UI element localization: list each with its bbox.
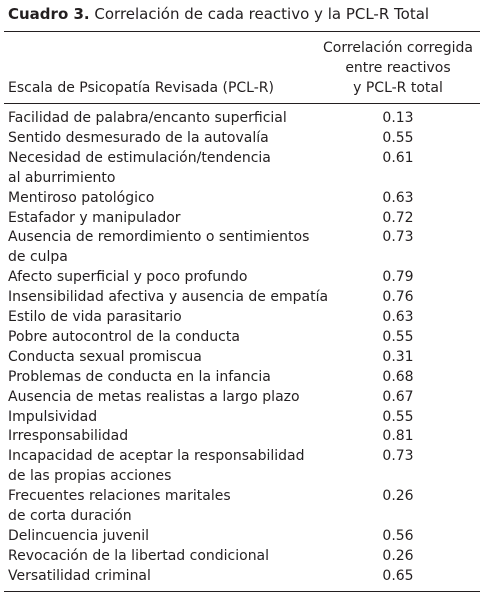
correlation-value: 0.13 [382,110,414,126]
correlation-value: 0.73 [382,229,414,246]
row-label: de culpa [8,249,68,266]
row-label: Impulsividad [8,408,98,425]
row-label: Necesidad de estimulación/tendencia [8,149,271,166]
correlation-value: 0.68 [382,368,414,385]
row-label: Afecto superficial y poco profundo [8,269,248,286]
correlation-value: 0.81 [382,428,414,445]
correlation-value: 0.31 [382,348,414,365]
correlation-value: 0.26 [382,488,414,505]
row-label: Pobre autocontrol de la conducta [8,328,240,345]
header-rule [4,103,480,104]
correlation-value: 0.55 [382,328,414,345]
row-label: Insensibilidad afectiva y ausencia de em… [8,289,329,306]
correlation-value: 0.67 [382,388,414,405]
row-label: Ausencia de metas realistas a largo plaz… [8,388,300,405]
row-label: al aburrimiento [8,169,116,186]
correlation-value: 0.61 [382,149,414,166]
row-label: Revocación de la libertad condicional [8,547,270,564]
bottom-rule [4,591,480,592]
caption-label: Cuadro 3. [8,5,90,23]
correlation-value: 0.65 [382,567,414,584]
row-label: de las propias acciones [8,468,172,485]
correlation-value: 0.72 [382,209,414,226]
correlation-value: 0.63 [382,189,414,206]
row-label: Ausencia de remordimiento o sentimientos [8,229,310,246]
correlation-value: 0.26 [382,547,414,564]
correlation-value: 0.55 [382,408,414,425]
correlation-value: 0.73 [382,448,414,465]
row-label: Delincuencia juvenil [8,527,150,544]
correlation-value: 0.63 [382,309,414,325]
row-label: Sentido desmesurado de la autovalía [8,129,269,146]
row-label: Frecuentes relaciones maritales [8,488,231,505]
row-label: Facilidad de palabra/encanto superficial [8,110,287,126]
row-label: Irresponsabilidad [8,428,129,445]
column-header: Correlación corregida [323,40,473,56]
correlation-value: 0.55 [382,129,414,146]
column-header: Escala de Psicopatía Revisada (PCL-R) [8,80,274,96]
table-caption: Cuadro 3. Correlación de cada reactivo y… [8,4,429,24]
row-label: Conducta sexual promiscua [8,348,202,365]
row-label: de corta duración [8,508,132,524]
row-label: Estafador y manipulador [8,209,181,226]
row-label: Incapacidad de aceptar la responsabilida… [8,448,305,465]
row-label: Problemas de conducta en la infancia [8,368,271,385]
column-header: y PCL-R total [353,80,443,96]
row-label: Estilo de vida parasitario [8,309,182,325]
column-header: entre reactivos [345,60,451,76]
correlation-value: 0.76 [382,289,414,306]
correlation-value: 0.79 [382,269,414,286]
row-label: Mentiroso patológico [8,189,155,206]
caption-title: Correlación de cada reactivo y la PCL-R … [94,5,430,23]
row-label: Versatilidad criminal [8,567,151,584]
correlation-value: 0.56 [382,527,414,544]
top-rule [4,31,480,32]
